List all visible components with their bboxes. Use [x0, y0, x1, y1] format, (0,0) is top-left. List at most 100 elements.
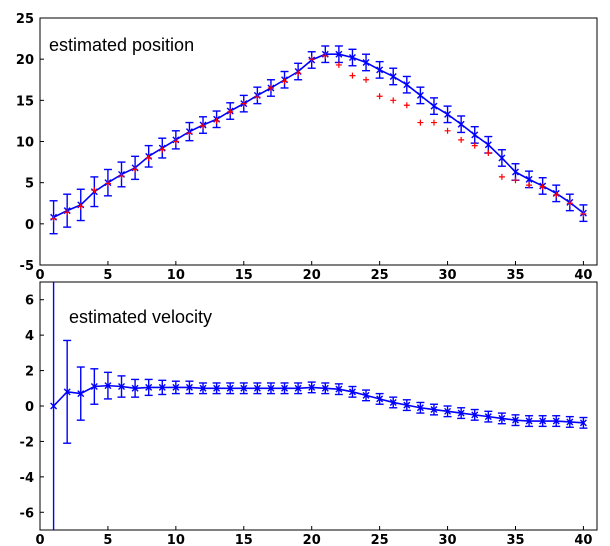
estimated-velocity-marker [389, 398, 397, 406]
velocity-x-tick-label: 0 [35, 533, 44, 546]
velocity-panel: 0 5 10 15 20 25 30 35 40 -6 -4 -2 0 2 4 6 estimated vel… [20, 281, 598, 546]
estimated-velocity-point [538, 415, 547, 428]
estimated-velocity-marker [471, 411, 479, 419]
position-y-tick-label: 0 [25, 218, 34, 233]
estimated-position-marker [444, 110, 452, 118]
estimated-position-point [443, 105, 452, 124]
estimated-position-marker [484, 141, 492, 149]
observed-position-marker [403, 102, 410, 109]
observed-position-marker [240, 100, 247, 107]
velocity-y-tick-label: -2 [20, 435, 34, 450]
estimated-velocity-marker [403, 401, 411, 409]
velocity-y-tick-label: 2 [25, 365, 34, 380]
estimated-velocity-point [348, 385, 357, 398]
estimated-velocity-marker [579, 419, 587, 427]
position-x-tick-label: 15 [235, 268, 253, 283]
position-y-tick-label: 25 [16, 12, 34, 27]
position-annotation: estimated position [49, 35, 194, 55]
estimated-velocity-point [334, 383, 343, 396]
estimated-velocity-point [307, 381, 316, 394]
estimated-velocity-point [239, 382, 248, 395]
estimated-velocity-point [497, 412, 506, 425]
estimated-velocity-marker [185, 383, 193, 391]
estimated-velocity-point [266, 382, 275, 395]
estimated-velocity-point [470, 408, 479, 421]
observed-position-marker [471, 142, 478, 149]
estimated-velocity-point [565, 415, 574, 428]
estimated-velocity-line [53, 384, 584, 424]
estimated-position-marker [416, 91, 424, 99]
estimated-position-marker [525, 175, 533, 183]
observed-position-marker [498, 173, 505, 180]
estimated-velocity-marker [118, 383, 126, 391]
estimated-velocity-marker [281, 384, 289, 392]
velocity-x-tick-label: 35 [506, 533, 524, 546]
estimated-velocity-marker [444, 407, 452, 415]
estimated-velocity-marker [566, 418, 574, 426]
estimated-velocity-marker [77, 390, 85, 398]
observed-position-marker [213, 117, 220, 124]
estimated-position-marker [430, 102, 438, 110]
estimated-velocity-marker [50, 402, 58, 410]
observed-position-marker [458, 136, 465, 143]
observed-position-marker [539, 183, 546, 190]
observed-position-marker [553, 192, 560, 199]
velocity-x-tick-label: 30 [439, 533, 457, 546]
observed-position-marker [159, 146, 166, 153]
estimated-velocity-point [144, 378, 153, 397]
estimated-velocity-point [389, 396, 398, 409]
observed-position-marker [200, 122, 207, 129]
estimated-position-point [362, 53, 371, 72]
estimated-velocity-marker [199, 384, 207, 392]
estimated-position-point [457, 115, 466, 134]
estimated-position-marker [389, 72, 397, 80]
velocity-x-tick-label: 15 [235, 533, 253, 546]
estimated-velocity-marker [335, 385, 343, 393]
position-x-tick-label: 0 [35, 268, 44, 283]
estimated-velocity-marker [348, 388, 356, 396]
observed-position-marker [64, 209, 71, 216]
estimated-velocity-point [579, 416, 588, 429]
estimated-velocity-point [457, 407, 466, 420]
observed-position-marker [430, 119, 437, 126]
velocity-x-tick-label: 25 [371, 533, 389, 546]
estimated-position-point [497, 149, 506, 167]
estimated-position-marker [498, 154, 506, 162]
estimated-velocity-point [226, 382, 235, 395]
observed-position-marker [295, 70, 302, 77]
estimated-velocity-marker [511, 416, 519, 424]
position-y-tick-label: -5 [20, 259, 34, 274]
estimated-velocity-marker [457, 409, 465, 417]
position-y-tick-label: 20 [16, 53, 34, 68]
estimated-velocity-point [321, 382, 330, 395]
estimated-velocity-point [185, 380, 194, 395]
observed-position-marker [172, 138, 179, 145]
estimated-position-marker [362, 58, 370, 66]
velocity-x-tick-label: 40 [574, 533, 592, 546]
position-x-tick-label: 30 [439, 268, 457, 283]
estimated-velocity-marker [253, 384, 261, 392]
position-plot-frame [39, 17, 598, 266]
observed-position-marker [526, 182, 533, 189]
estimated-velocity-point [253, 382, 262, 395]
observed-position-marker [363, 76, 370, 83]
estimated-velocity-point [171, 380, 180, 395]
velocity-annotation: estimated velocity [69, 307, 212, 327]
position-x-tick-label: 20 [303, 268, 321, 283]
velocity-y-tick-label: -6 [20, 506, 34, 521]
observed-position-marker [186, 130, 193, 137]
velocity-y-tick-label: 4 [25, 329, 34, 344]
estimated-velocity-point [158, 379, 167, 396]
estimated-velocity-marker [525, 417, 533, 425]
estimated-velocity-marker [226, 384, 234, 392]
observed-position-marker [376, 93, 383, 100]
estimated-position-point [389, 67, 398, 86]
observed-position-marker [227, 108, 234, 115]
estimated-velocity-marker [416, 404, 424, 412]
estimated-velocity-point [90, 368, 99, 405]
estimated-velocity-marker [131, 384, 139, 392]
position-x-tick-label: 5 [103, 268, 112, 283]
observed-position-marker [512, 177, 519, 184]
estimated-position-marker [348, 54, 356, 62]
